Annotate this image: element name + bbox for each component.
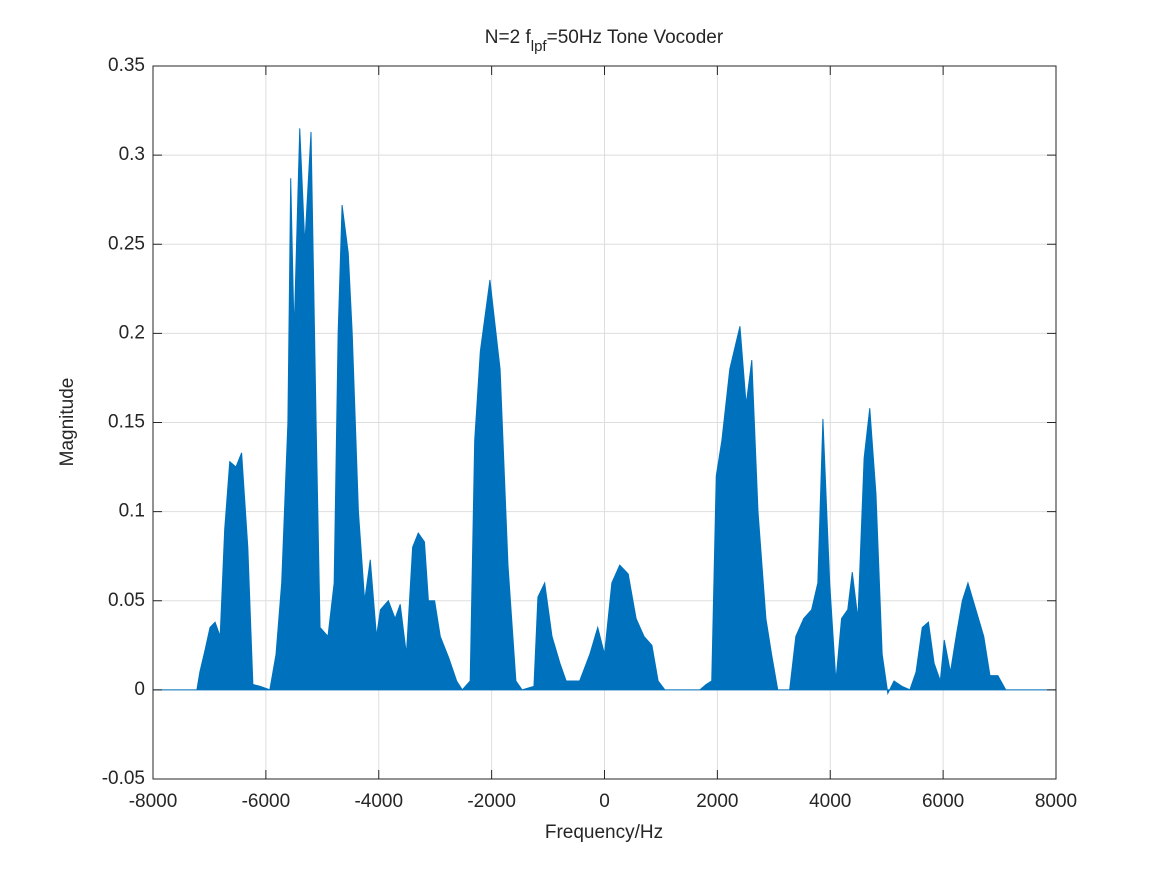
title-part: N=2 f <box>485 27 532 48</box>
x-tick-label: 0 <box>599 791 610 812</box>
y-tick-label: 0.1 <box>119 501 145 522</box>
x-tick-label: -6000 <box>242 791 291 812</box>
y-tick-label: 0.05 <box>108 590 145 611</box>
x-tick-label: 8000 <box>1035 791 1077 812</box>
x-tick-label: 4000 <box>809 791 851 812</box>
x-axis-label: Frequency/Hz <box>545 822 663 843</box>
y-tick-label: 0.3 <box>119 144 145 165</box>
x-tick-label: 6000 <box>922 791 964 812</box>
spectrum-area <box>152 128 1057 696</box>
y-tick-label: 0.35 <box>108 55 145 76</box>
y-tick-label: 0.15 <box>108 412 145 433</box>
x-tick-label: -8000 <box>129 791 178 812</box>
y-axis-label: Magnitude <box>57 378 78 467</box>
x-tick-label: -4000 <box>354 791 403 812</box>
y-tick-label: 0.25 <box>108 233 145 254</box>
y-tick-label: -0.05 <box>102 768 145 789</box>
title-subscript: lpf <box>531 38 548 55</box>
x-tick-label: 2000 <box>696 791 738 812</box>
y-tick-label: 0 <box>134 679 145 700</box>
y-tick-label: 0.2 <box>119 322 145 343</box>
chart-title: N=2 flpf=50Hz Tone Vocoder <box>485 27 724 55</box>
x-tick-label: -2000 <box>467 791 516 812</box>
title-part: =50Hz Tone Vocoder <box>547 27 724 48</box>
